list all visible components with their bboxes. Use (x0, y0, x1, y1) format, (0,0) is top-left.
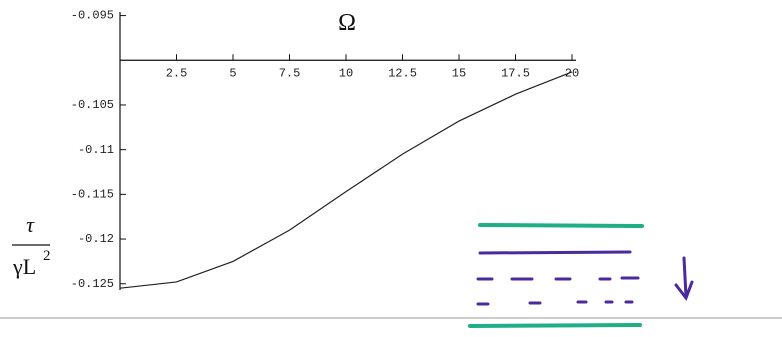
chart: Ω τ γL 2 -0.095 -0.105 -0.11 -0.115 -0.12 -0.… (0, 0, 782, 337)
data-line (120, 72, 572, 288)
x-tick-label: 17.5 (501, 66, 530, 80)
y-label-exponent: 2 (43, 248, 51, 264)
x-tick-label: 5 (229, 66, 236, 80)
y-tick-label: -0.095 (71, 9, 114, 23)
y-tick-label: -0.125 (71, 277, 114, 291)
x-axis-label: Ω (338, 10, 356, 36)
y-label-numerator: τ (26, 212, 35, 237)
y-label-denominator: γL (12, 254, 36, 279)
x-tick-label: 7.5 (279, 66, 301, 80)
x-tick-label: 12.5 (388, 66, 417, 80)
x-tick-label: 10 (339, 66, 353, 80)
y-tick-label: -0.105 (71, 98, 114, 112)
x-tick-label: 2.5 (166, 66, 188, 80)
y-tick-label: -0.12 (78, 232, 114, 246)
y-tick-label: -0.115 (71, 188, 114, 202)
y-tick-label: -0.11 (78, 143, 114, 157)
sketch (470, 225, 692, 326)
x-tick-label: 15 (452, 66, 466, 80)
